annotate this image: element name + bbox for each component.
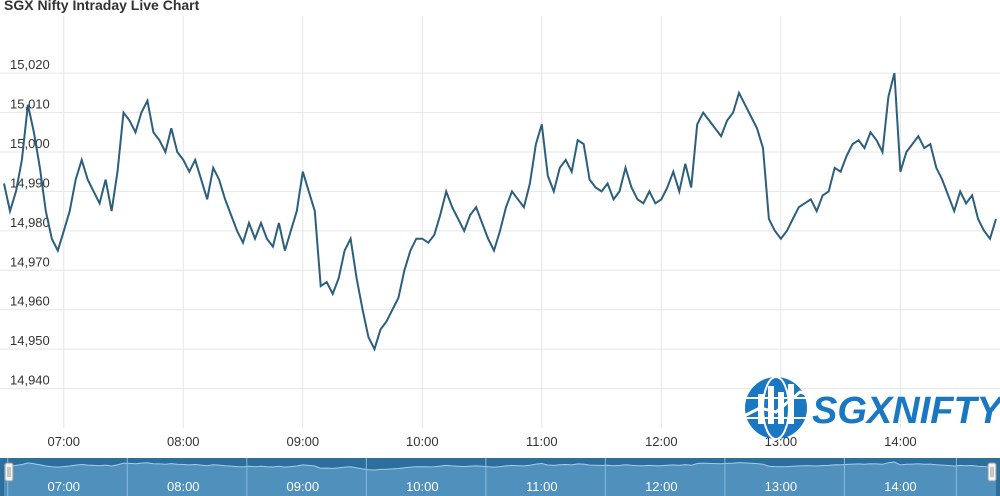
y-tick-label: 14,950 [10,333,50,348]
navigator-tick-label: 10:00 [406,479,439,494]
x-axis-ticks: 07:00 08:00 09:00 10:00 11:00 12:00 13:00 14:00 [47,434,916,449]
navigator-series-area [4,462,996,496]
x-tick-label: 11:00 [526,434,558,449]
gridlines [0,16,1000,428]
navigator-tick-label: 13:00 [765,479,798,494]
y-tick-label: 15,020 [10,57,50,72]
navigator-right-handle[interactable] [987,462,997,482]
y-tick-label: 15,000 [10,136,50,151]
x-tick-label: 12:00 [645,434,678,449]
chart-title: SGX Nifty Intraday Live Chart [4,0,200,13]
navigator-ticks: 07:00 08:00 09:00 10:00 11:00 12:00 13:00 14:00 [7,458,957,496]
x-tick-label: 09:00 [287,434,320,449]
navigator-left-handle[interactable] [4,462,14,482]
x-tick-label: 07:00 [47,434,80,449]
navigator-tick-label: 12:00 [645,479,678,494]
navigator-tick-label: 07:00 [47,479,80,494]
y-tick-label: 14,990 [10,175,50,190]
y-tick-label: 14,970 [10,254,50,269]
x-tick-label: 14:00 [884,434,917,449]
y-tick-label: 14,960 [10,294,50,309]
globe-chart-icon [739,376,813,440]
x-tick-label: 08:00 [167,434,200,449]
logo-text: SGXNIFTY [812,390,1000,432]
price-series-line [3,72,997,352]
navigator-tick-label: 11:00 [526,479,558,494]
navigator-tick-label: 09:00 [287,479,320,494]
navigator-series-line [3,461,997,471]
y-axis-ticks: 14,940 14,950 14,960 14,970 14,980 14,990 15,0… [10,57,50,387]
navigator-tick-label: 14:00 [884,479,917,494]
y-tick-label: 14,980 [10,215,50,230]
range-navigator[interactable]: 07:00 08:00 09:00 10:00 11:00 12:00 13:00 14:00 [0,458,1000,496]
y-tick-label: 14,940 [10,373,50,388]
x-tick-label: 10:00 [406,434,439,449]
navigator-tick-label: 08:00 [167,479,200,494]
sgxnifty-logo: SGXNIFTY [739,376,1000,440]
y-tick-label: 15,010 [10,97,50,112]
